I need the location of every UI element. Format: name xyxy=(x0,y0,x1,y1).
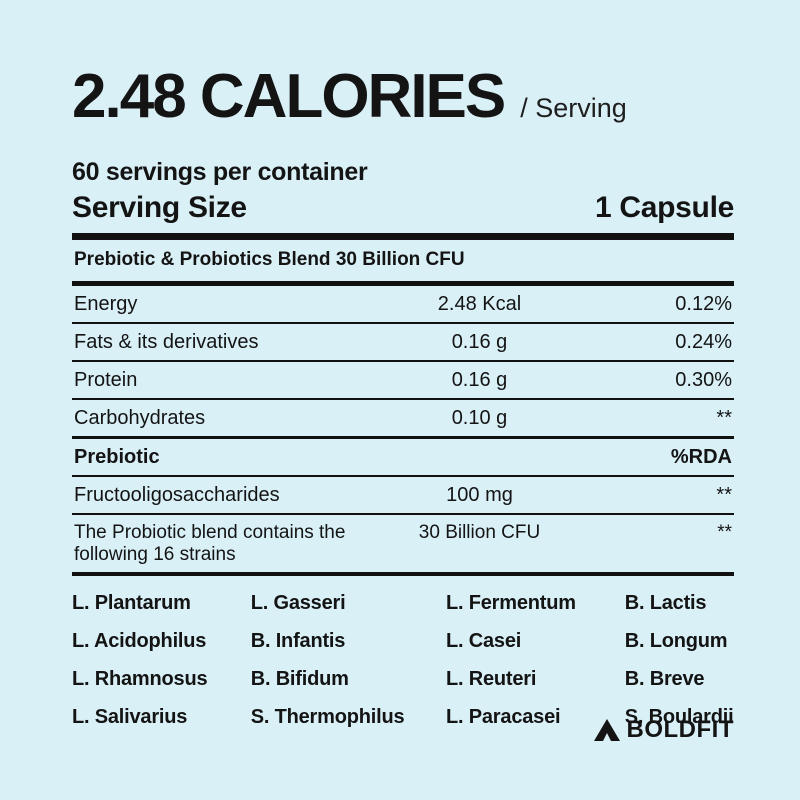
nutrient-label: Fats & its derivatives xyxy=(74,331,259,353)
calories-title: 2.48 CALORIES xyxy=(72,62,506,131)
strain-cell: L. Rhamnosus xyxy=(72,668,208,690)
serving-size-label: Serving Size xyxy=(72,191,247,224)
strain-cell: L. Casei xyxy=(446,630,522,652)
nutrient-label: Protein xyxy=(74,369,138,391)
serving-size-value: 1 Capsule xyxy=(594,191,734,224)
blend-title: Prebiotic & Probiotics Blend 30 Billion … xyxy=(72,240,734,286)
nutrient-value: 0.10 g xyxy=(451,407,508,429)
nutrient-row-protein: Protein 0.16 g 0.30% xyxy=(72,362,734,400)
nutrient-row-carbohydrates: Carbohydrates 0.10 g ** xyxy=(72,400,734,439)
nutrition-label: 2.48 CALORIES / Serving 60 servings per … xyxy=(72,66,734,729)
calories-header: 2.48 CALORIES / Serving xyxy=(72,66,734,128)
probiotic-blend-label: The Probiotic blend contains the followi… xyxy=(74,522,346,565)
strain-cell: B. Bifidum xyxy=(250,668,349,690)
strain-cell: L. Gasseri xyxy=(250,592,346,614)
serving-size-row: Serving Size 1 Capsule xyxy=(72,191,734,240)
strain-cell: B. Breve xyxy=(624,668,705,690)
nutrient-rda: 0.30% xyxy=(675,369,732,391)
probiotic-blend-rda: ** xyxy=(717,522,732,543)
strain-cell: B. Lactis xyxy=(624,592,707,614)
nutrient-rda: ** xyxy=(716,407,732,429)
nutrient-label: Carbohydrates xyxy=(74,407,206,429)
probiotic-blend-value: 30 Billion CFU xyxy=(418,522,541,543)
nutrient-row-fats: Fats & its derivatives 0.16 g 0.24% xyxy=(72,324,734,362)
nutrient-label: Fructooligosaccharides xyxy=(74,484,280,506)
strain-cell: L. Fermentum xyxy=(446,592,576,614)
nutrient-value: 0.16 g xyxy=(451,369,508,391)
strain-cell: B. Infantis xyxy=(250,630,346,652)
nutrient-rda: 0.12% xyxy=(675,293,732,315)
nutrient-value: 2.48 Kcal xyxy=(437,293,522,315)
nutrient-label: Energy xyxy=(74,293,138,315)
strain-cell: S. Boulardii xyxy=(624,706,734,728)
strain-cell: L. Plantarum xyxy=(72,592,191,614)
strain-cell: L. Paracasei xyxy=(446,706,561,728)
strain-cell: S. Thermophilus xyxy=(250,706,405,728)
prebiotic-label: Prebiotic xyxy=(74,446,160,468)
nutrient-value: 0.16 g xyxy=(451,331,508,353)
strain-cell: L. Reuteri xyxy=(446,668,537,690)
nutrient-row-energy: Energy 2.48 Kcal 0.12% xyxy=(72,286,734,324)
nutrient-rda: ** xyxy=(716,484,732,506)
strain-cell: L. Acidophilus xyxy=(72,630,207,652)
boldfit-triangle-icon xyxy=(593,719,620,741)
brand-logo: BOLDFIT xyxy=(593,716,734,744)
probiotic-blend-line: The Probiotic blend contains the followi… xyxy=(72,515,734,576)
strains-grid: L. Plantarum L. Gasseri L. Fermentum B. … xyxy=(72,576,734,729)
brand-name: BOLDFIT xyxy=(626,716,734,743)
servings-per-container: 60 servings per container xyxy=(72,158,368,186)
prebiotic-section-header: Prebiotic %RDA xyxy=(72,439,734,477)
rda-column-header: %RDA xyxy=(670,446,732,468)
strain-cell: B. Longum xyxy=(624,630,728,652)
nutrient-value: 100 mg xyxy=(446,484,513,506)
prebiotic-row-fructooligosaccharides: Fructooligosaccharides 100 mg ** xyxy=(72,477,734,515)
nutrient-rda: 0.24% xyxy=(675,331,732,353)
per-serving-suffix: / Serving xyxy=(520,93,627,123)
strain-cell: L. Salivarius xyxy=(72,706,188,728)
